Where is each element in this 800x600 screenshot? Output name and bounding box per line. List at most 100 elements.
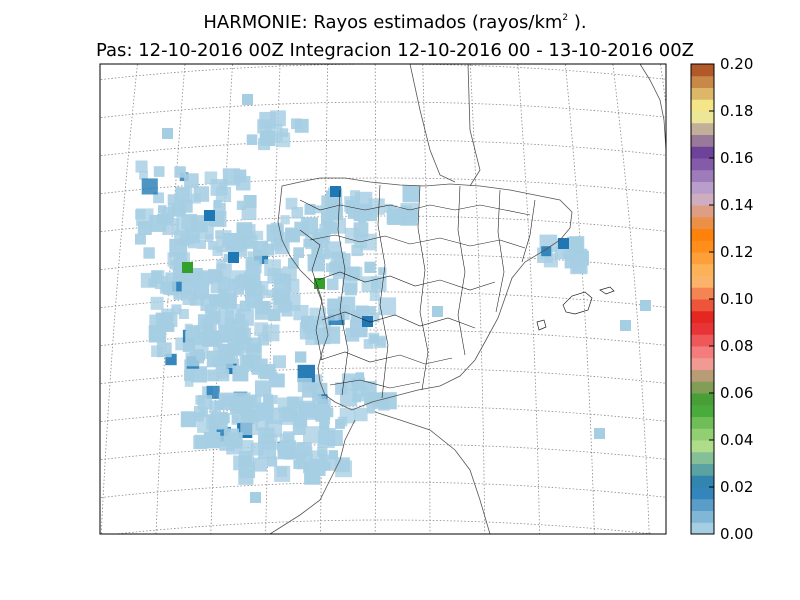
lightning-cell [288, 257, 299, 269]
colorbar-segment [691, 440, 714, 453]
lightning-cell [325, 263, 335, 272]
lightning-cell [219, 435, 235, 451]
lightning-cell [319, 248, 330, 260]
lightning-cell [259, 134, 269, 144]
colorbar-tick-label: 0.10 [720, 290, 753, 308]
lightning-cell [228, 349, 238, 360]
lightning-cell [297, 364, 315, 383]
colorbar-segment [691, 487, 714, 500]
colorbar-segment [691, 510, 714, 523]
lightning-cell [199, 407, 208, 417]
title-superscript: 2 [562, 13, 569, 23]
lightning-cell [141, 178, 158, 195]
lightning-cell [372, 393, 389, 409]
lightning-cell [210, 411, 228, 430]
colorbar-segment [691, 287, 714, 300]
lightning-cell [213, 202, 226, 216]
lightning-cell [183, 281, 194, 292]
lightning-cell [215, 186, 232, 203]
colorbar-segment [691, 64, 714, 77]
lightning-cell [558, 238, 569, 249]
colorbar-segments [691, 64, 714, 535]
colorbar-segment [691, 169, 714, 182]
lightning-cell [232, 365, 249, 382]
lightning-cell [212, 270, 224, 282]
lightning-cell [366, 405, 375, 414]
meridian-line [45, 40, 93, 560]
lightning-cell [209, 294, 222, 306]
lightning-cell [241, 440, 254, 453]
lightning-cell [319, 420, 330, 431]
colorbar-segment [691, 404, 714, 417]
lightning-cell [304, 203, 316, 215]
lightning-cell [223, 253, 233, 263]
lightning-cell [640, 300, 651, 311]
lightning-cell [257, 403, 274, 421]
lightning-cell [246, 134, 258, 145]
meridian-line [751, 40, 800, 560]
lightning-cell [182, 290, 197, 305]
lightning-cell [306, 403, 317, 414]
colorbar-segment [691, 216, 714, 229]
lightning-cell [282, 266, 297, 281]
lightning-cell [174, 166, 186, 178]
lightning-cell [217, 369, 230, 382]
lightning-cell [150, 296, 164, 310]
colorbar-tick-label: 0.02 [720, 478, 753, 496]
lightning-cell [156, 342, 172, 358]
lightning-cell [307, 319, 319, 331]
lightning-cell [321, 461, 331, 471]
lightning-cell [348, 266, 363, 281]
lightning-cell [293, 460, 303, 470]
lightning-cell [204, 304, 214, 313]
colorbar-segment [691, 522, 714, 535]
parallel-line [100, 101, 666, 119]
lightning-cell [238, 455, 250, 468]
lightning-cell [245, 294, 259, 309]
colorbar-tick-label: 0.16 [720, 149, 753, 167]
lightning-density-cells [135, 94, 651, 503]
meridian-line [517, 64, 540, 534]
lightning-cell [274, 465, 291, 482]
lightning-cell [330, 186, 341, 197]
lightning-cell [313, 205, 322, 214]
colorbar-segment [691, 252, 714, 265]
lightning-cell [378, 267, 387, 276]
mallorca [562, 291, 593, 315]
colorbar-tick-label: 0.14 [720, 196, 753, 214]
lightning-cell [151, 270, 162, 282]
colorbar-tick-label: 0.08 [720, 337, 753, 355]
lightning-cell [354, 407, 368, 422]
lightning-cell [368, 332, 380, 344]
lightning-cell [165, 353, 177, 366]
parallel-line [100, 291, 666, 309]
coastline-layer [269, 64, 666, 534]
lightning-cell [335, 419, 345, 429]
lightning-cell [235, 327, 251, 344]
parallel-line [80, 26, 690, 44]
lightning-cell [230, 400, 245, 415]
lightning-cell [362, 316, 373, 327]
parallel-line [100, 481, 666, 499]
lightning-cell [270, 222, 282, 234]
lightning-cell [432, 306, 443, 317]
lightning-cell [240, 224, 256, 239]
lightning-cell [136, 208, 154, 226]
lightning-cell [268, 371, 278, 381]
meridian-line [0, 40, 46, 560]
lightning-cell [162, 128, 173, 139]
lightning-cell [268, 395, 278, 405]
lightning-cell [280, 215, 290, 225]
lightning-cell [205, 329, 215, 339]
lightning-cell [221, 395, 234, 407]
lightning-cell [366, 306, 376, 316]
lightning-cell [224, 318, 237, 331]
colorbar-segment [691, 158, 714, 171]
lightning-cell [294, 411, 306, 422]
colorbar-segment [691, 357, 714, 370]
lightning-cell [203, 431, 221, 449]
lightning-cell [253, 457, 267, 472]
colorbar-segment [691, 393, 714, 406]
lightning-cell [270, 239, 282, 251]
